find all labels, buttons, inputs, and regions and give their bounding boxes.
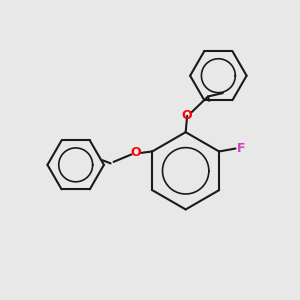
Text: F: F — [237, 142, 245, 155]
Text: O: O — [130, 146, 141, 160]
Text: O: O — [182, 109, 193, 122]
